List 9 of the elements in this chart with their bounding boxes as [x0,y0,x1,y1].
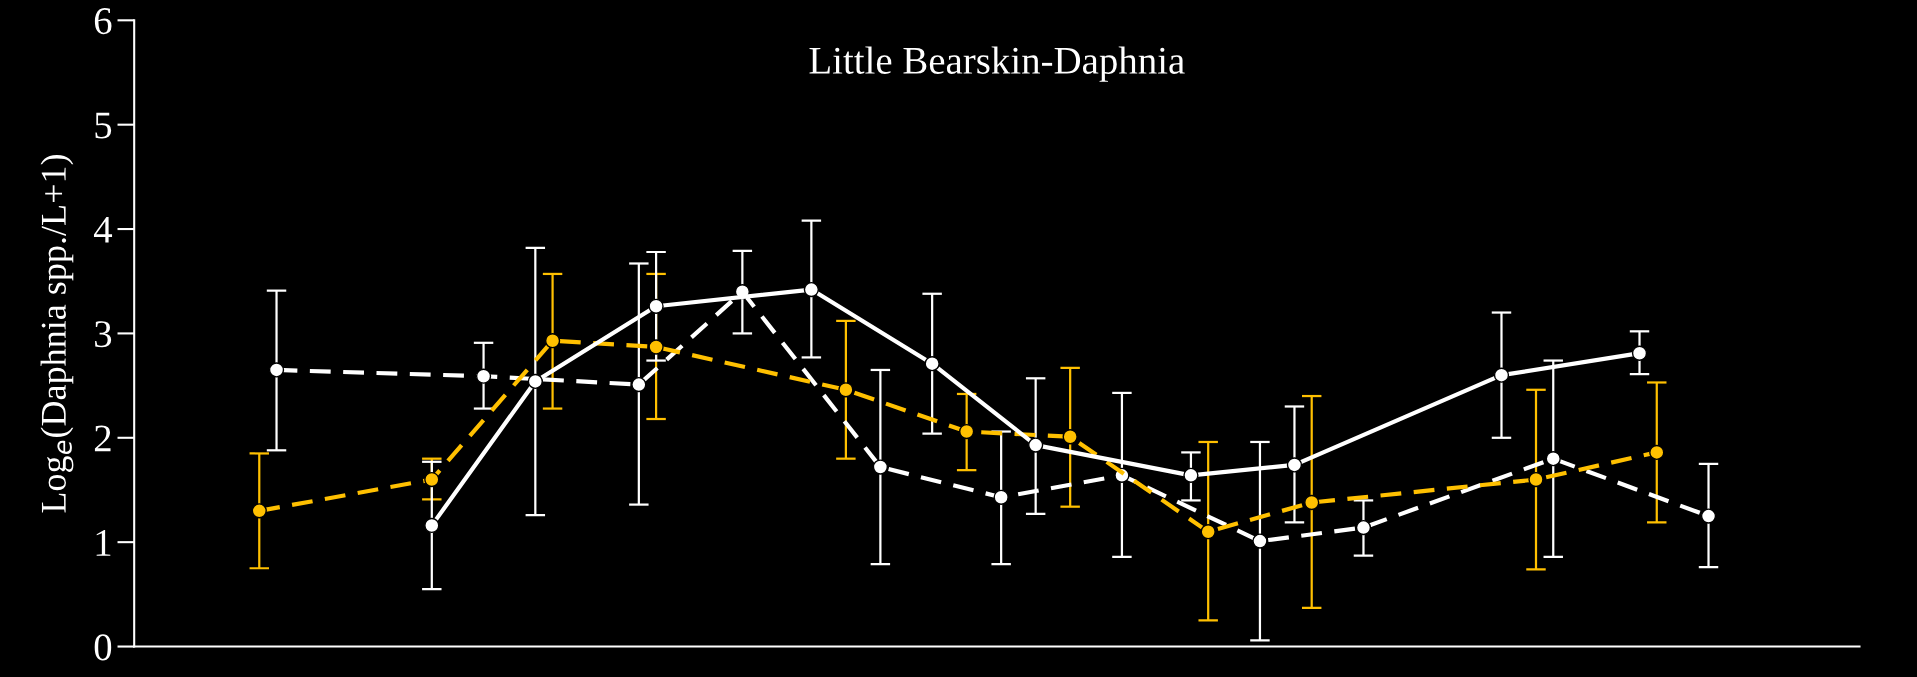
y-tick-label: 2 [94,425,111,452]
y-tick-label: 6 [94,8,112,35]
y-tick-label: 1 [96,529,111,556]
y-tick-label: 3 [95,321,112,348]
y-tick-label: 0 [94,634,112,661]
y-tick-label: 5 [95,112,112,139]
y-axis-title: Log$_{e}$(Daphnia spp./L+1) [40,155,74,513]
text: Little Bearskin-Daphnia [809,46,1185,82]
y-tick-label: 4 [93,216,113,243]
